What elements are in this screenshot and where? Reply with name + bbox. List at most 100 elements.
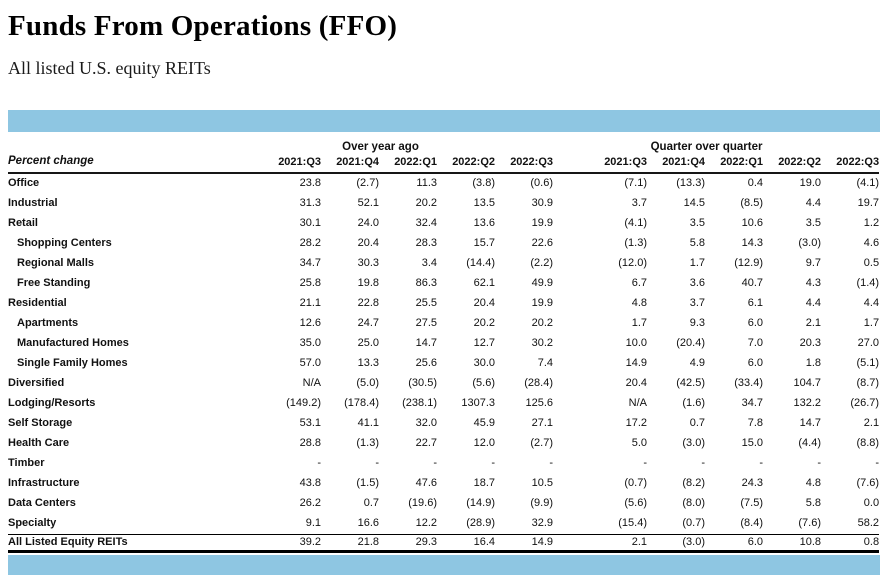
value-cell: (3.8) bbox=[472, 177, 495, 189]
value-cell: (14.4) bbox=[466, 257, 495, 269]
value-cell: (26.7) bbox=[850, 397, 880, 409]
column-gap bbox=[553, 494, 589, 514]
row-label: Office bbox=[8, 177, 40, 189]
value-cell: 30.1 bbox=[299, 217, 321, 229]
column-header: 2022:Q2 bbox=[437, 153, 495, 174]
column-header: 2022:Q1 bbox=[379, 153, 437, 174]
column-gap bbox=[553, 234, 589, 254]
value-cell: 19.9 bbox=[531, 217, 553, 229]
value-cell: 0.7 bbox=[689, 417, 705, 429]
value-cell: 3.5 bbox=[689, 217, 705, 229]
value-cell: 62.1 bbox=[473, 277, 495, 289]
value-cell: (12.0) bbox=[618, 257, 647, 269]
value-cell: 25.6 bbox=[415, 357, 437, 369]
value-cell: - bbox=[317, 457, 321, 469]
table-row: Retail 30.1 24.0 32.4 13.6 19.9 (4.1) 3.5 10.6 3.… bbox=[8, 214, 879, 234]
value-cell: 21.1 bbox=[299, 297, 321, 309]
table-row: Timber - - - - - - - - - - bbox=[8, 454, 879, 474]
value-cell: 24.3 bbox=[741, 477, 763, 489]
value-cell: (12.9) bbox=[734, 257, 763, 269]
value-cell: 17.2 bbox=[625, 417, 647, 429]
column-header: 2022:Q3 bbox=[821, 153, 880, 174]
value-cell: 20.2 bbox=[531, 317, 553, 329]
value-cell: 58.2 bbox=[857, 517, 880, 529]
value-cell: - bbox=[875, 457, 880, 469]
value-cell: 20.2 bbox=[473, 317, 495, 329]
value-cell: (4.1) bbox=[624, 217, 647, 229]
value-cell: 12.0 bbox=[473, 437, 495, 449]
column-group-quarter-over-quarter: Quarter over quarter bbox=[650, 140, 763, 153]
value-cell: 14.9 bbox=[495, 533, 553, 553]
value-cell: 6.7 bbox=[631, 277, 647, 289]
value-cell: 30.0 bbox=[473, 357, 495, 369]
column-header: 2021:Q4 bbox=[647, 153, 705, 174]
value-cell: 2.1 bbox=[805, 317, 821, 329]
value-cell: (2.7) bbox=[530, 437, 553, 449]
ffo-table: Over year ago Quarter over quarter Perce… bbox=[8, 136, 880, 553]
value-cell: 25.5 bbox=[415, 297, 437, 309]
row-label: Specialty bbox=[8, 517, 57, 529]
value-cell: 19.0 bbox=[799, 177, 821, 189]
value-cell: 22.7 bbox=[415, 437, 437, 449]
table-row: Infrastructure 43.8 (1.5) 47.6 18.7 10.5 (0.7)… bbox=[8, 474, 879, 494]
value-cell: (4.4) bbox=[798, 437, 821, 449]
row-label: Lodging/Resorts bbox=[8, 397, 96, 409]
value-cell: 14.9 bbox=[625, 357, 647, 369]
value-cell: 20.4 bbox=[473, 297, 495, 309]
value-cell: 20.4 bbox=[357, 237, 379, 249]
column-header: 2022:Q1 bbox=[705, 153, 763, 174]
row-label: Residential bbox=[8, 297, 67, 309]
value-cell: 0.4 bbox=[747, 177, 763, 189]
table-row: Diversified N/A (5.0) (30.5) (5.6) (28.4) 20.4… bbox=[8, 374, 879, 394]
value-cell: (3.0) bbox=[647, 533, 705, 553]
row-label: Industrial bbox=[8, 197, 58, 209]
value-cell: 7.0 bbox=[747, 337, 763, 349]
column-header: 2022:Q3 bbox=[495, 153, 553, 174]
value-cell: 27.0 bbox=[857, 337, 880, 349]
value-cell: (8.2) bbox=[682, 477, 705, 489]
value-cell: 4.8 bbox=[631, 297, 647, 309]
value-cell: N/A bbox=[302, 377, 321, 389]
value-cell: 22.6 bbox=[531, 237, 553, 249]
value-cell: (7.5) bbox=[740, 497, 763, 509]
value-cell: (7.6) bbox=[798, 517, 821, 529]
value-cell: 11.3 bbox=[416, 177, 437, 189]
table-row: Manufactured Homes 35.0 25.0 14.7 12.7 30.2 10… bbox=[8, 334, 879, 354]
value-cell: - bbox=[433, 457, 437, 469]
value-cell: 1.7 bbox=[863, 317, 880, 329]
value-cell: 20.2 bbox=[415, 197, 437, 209]
value-cell: 20.4 bbox=[625, 377, 647, 389]
column-header: 2021:Q3 bbox=[589, 153, 647, 174]
value-cell: (42.5) bbox=[676, 377, 705, 389]
value-cell: (8.4) bbox=[740, 517, 763, 529]
table-row: Residential 21.1 22.8 25.5 20.4 19.9 4.8 3.7 6.1… bbox=[8, 294, 879, 314]
row-label: Data Centers bbox=[8, 497, 76, 509]
value-cell: 5.8 bbox=[805, 497, 821, 509]
column-gap bbox=[553, 173, 589, 194]
value-cell: (2.2) bbox=[530, 257, 553, 269]
value-cell: - bbox=[817, 457, 821, 469]
value-cell: 25.0 bbox=[357, 337, 379, 349]
value-cell: (28.4) bbox=[524, 377, 553, 389]
value-cell: 0.0 bbox=[863, 497, 880, 509]
column-gap bbox=[553, 214, 589, 234]
value-cell: - bbox=[491, 457, 495, 469]
value-cell: (8.8) bbox=[856, 437, 880, 449]
value-cell: (14.9) bbox=[466, 497, 495, 509]
value-cell: (8.5) bbox=[740, 197, 763, 209]
value-cell: 132.2 bbox=[793, 397, 821, 409]
value-cell: 43.8 bbox=[299, 477, 321, 489]
value-cell: 10.5 bbox=[531, 477, 553, 489]
value-cell: 18.7 bbox=[473, 477, 495, 489]
page-title: Funds From Operations (FFO) bbox=[8, 10, 398, 42]
value-cell: 12.7 bbox=[473, 337, 495, 349]
value-cell: (238.1) bbox=[402, 397, 437, 409]
value-cell: 5.0 bbox=[631, 437, 647, 449]
row-label: Self Storage bbox=[8, 417, 73, 429]
value-cell: 1.8 bbox=[805, 357, 821, 369]
value-cell: 14.3 bbox=[741, 237, 763, 249]
column-header: 2022:Q2 bbox=[763, 153, 821, 174]
value-cell: 30.9 bbox=[531, 197, 553, 209]
table-row: Industrial 31.3 52.1 20.2 13.5 30.9 3.7 14.5 (8.… bbox=[8, 194, 879, 214]
row-label: Timber bbox=[8, 457, 45, 469]
